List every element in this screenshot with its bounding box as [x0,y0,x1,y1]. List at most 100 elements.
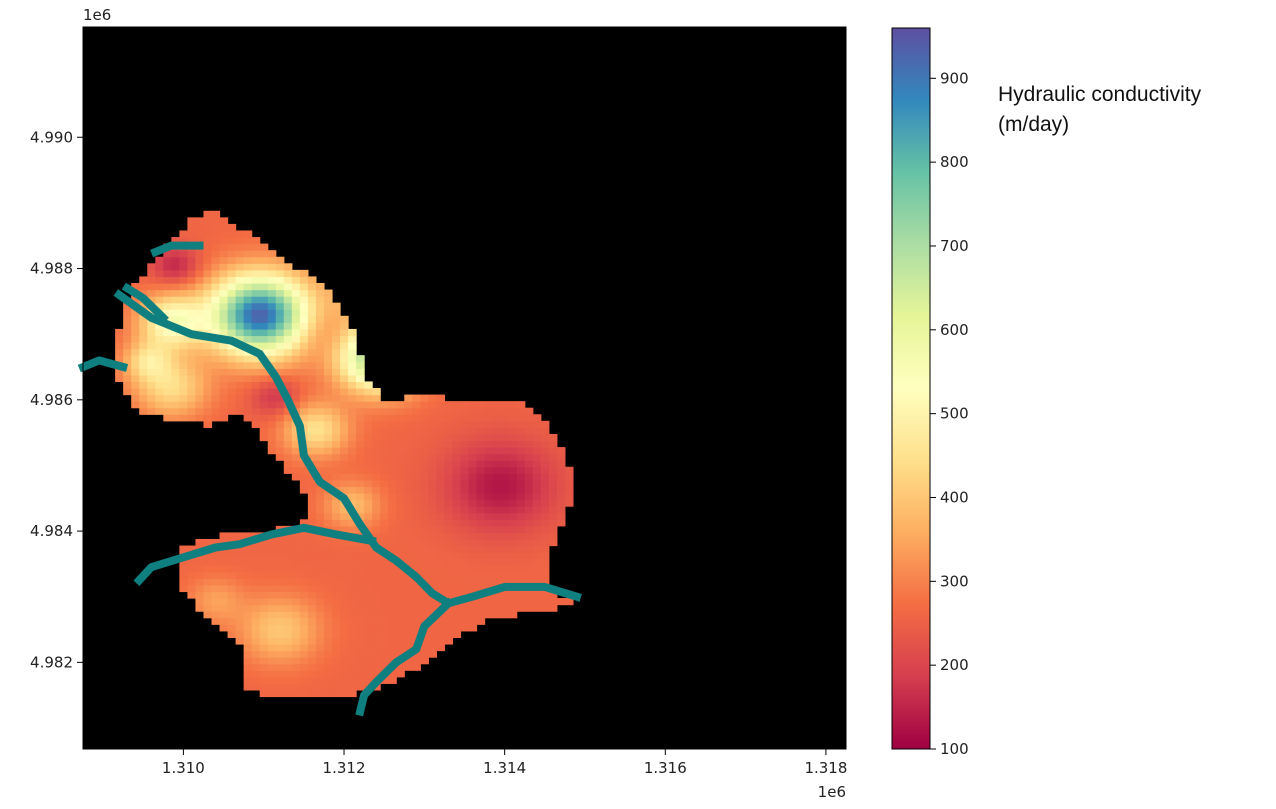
field-cell [388,525,397,533]
y-axis-offset-label: 1e6 [83,6,111,24]
field-cell [340,348,349,356]
field-cell [259,604,269,612]
field-cell [444,506,454,514]
field-cell [380,565,389,573]
field-cell [251,296,261,304]
colorbar-label: Hydraulic conductivity (m/day) [998,80,1201,140]
field-cell [203,230,213,238]
field-cell [412,499,421,507]
field-cell [147,361,156,369]
field-cell [396,420,405,428]
field-cell [315,617,325,625]
field-cell [307,617,317,625]
field-cell [452,525,462,533]
x-axis-offset-label: 1e6 [818,783,846,801]
field-cell [171,289,180,297]
field-cell [259,657,269,665]
field-cell [508,558,518,566]
field-cell [372,466,381,474]
field-cell [500,427,510,435]
field-cell [364,519,373,527]
field-cell [251,237,261,245]
field-cell [187,315,197,323]
field-cell [356,584,365,593]
field-cell [331,617,341,625]
field-cell [356,670,365,678]
field-cell [428,460,437,468]
field-cell [235,361,245,369]
field-cell [436,479,446,488]
field-cell [283,335,293,343]
field-cell [492,466,502,474]
field-cell [492,519,502,527]
field-cell [251,591,261,599]
field-cell [380,493,389,501]
field-cell [267,322,277,330]
field-cell [155,368,164,376]
field-cell [251,374,261,383]
field-cell [155,289,164,297]
field-cell [444,558,454,566]
field-cell [460,552,470,560]
field-cell [299,663,309,671]
field-cell [460,401,470,409]
field-cell [275,624,285,632]
field-cell [131,401,140,409]
field-cell [388,420,397,428]
field-cell [171,263,180,271]
field-cell [323,676,333,684]
field-cell [484,512,494,520]
field-cell [331,512,341,520]
field-cell [396,552,405,560]
field-cell [460,440,470,448]
field-cell [348,328,357,337]
field-cell [235,296,245,304]
field-cell [516,538,526,547]
field-cell [516,453,526,461]
field-cell [299,552,309,560]
field-cell [356,460,365,468]
field-cell [356,479,365,488]
field-cell [356,433,365,442]
field-cell [187,237,197,245]
field-cell [323,322,333,330]
field-cell [331,578,341,586]
field-cell [235,407,245,415]
field-cell [291,309,301,317]
field-cell [323,433,333,442]
field-cell [203,342,213,350]
field-cell [412,420,421,428]
field-cell [356,683,365,691]
field-cell [356,420,365,428]
field-cell [307,296,317,304]
field-cell [468,453,478,461]
field-cell [291,348,301,356]
field-cell [420,506,429,514]
field-cell [323,460,333,468]
field-cell [323,453,333,461]
field-cell [364,604,373,612]
field-cell [267,447,277,455]
field-cell [267,394,277,402]
field-cell [163,368,172,376]
field-cell [500,565,510,573]
field-cell [428,604,437,612]
field-cell [267,328,277,337]
field-cell [307,545,317,553]
field-cell [484,565,494,573]
field-cell [460,558,470,566]
field-cell [211,578,221,586]
field-cell [227,322,237,330]
field-cell [396,532,405,540]
field-cell [163,414,172,422]
field-cell [331,420,341,428]
field-cell [364,624,373,632]
field-cell [163,269,172,278]
field-cell [299,420,309,428]
field-cell [283,447,293,455]
field-cell [323,440,333,448]
field-cell [428,637,437,645]
field-cell [388,493,397,501]
field-cell [227,309,237,317]
field-cell [356,499,365,507]
